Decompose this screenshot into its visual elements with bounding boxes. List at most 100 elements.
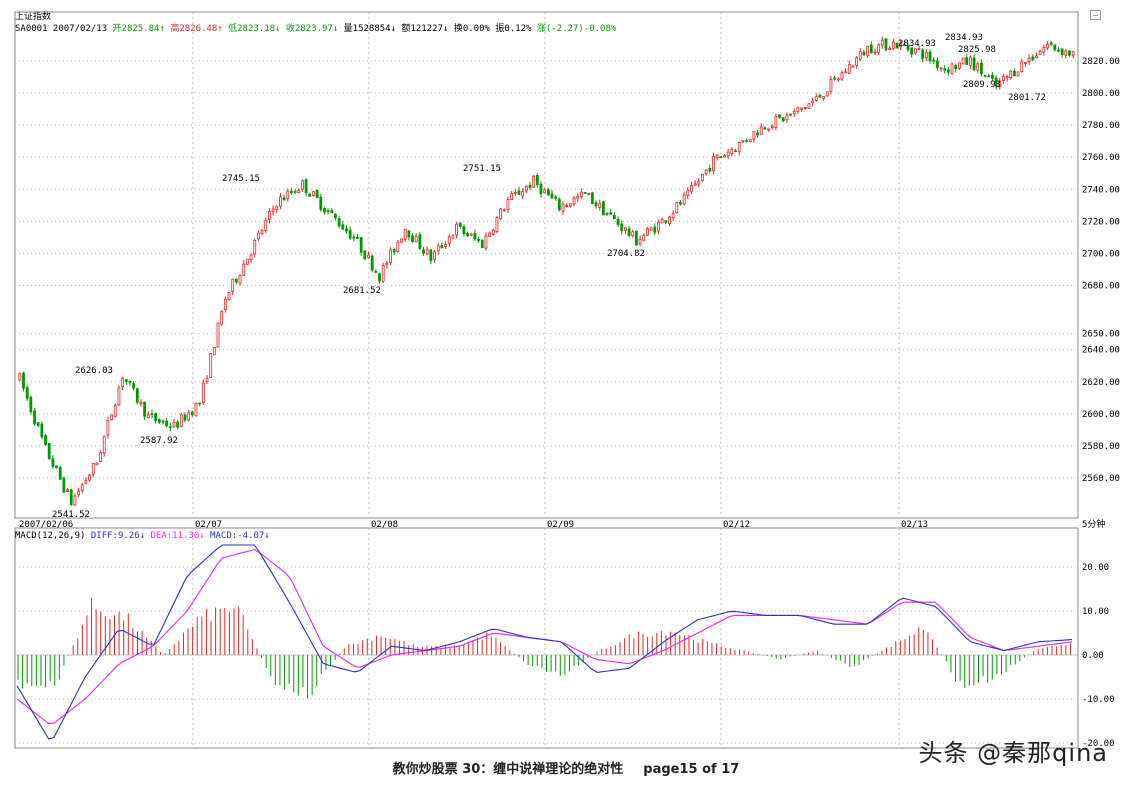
candle-body [190,411,194,416]
candle-body [124,379,128,382]
candle-body [315,189,319,199]
candle-body [370,255,374,271]
candle-body [957,62,961,69]
candle-body [323,208,326,213]
candle-body [818,94,822,98]
candle-body [939,67,943,70]
candle-body [499,208,503,220]
candle-body [187,412,191,421]
candle-body [579,191,583,197]
page-footer: 教你炒股票 30：缠中说禅理论的绝对性 page15 of 17 [392,762,740,777]
index-name: 上证指数 [15,12,52,22]
candle-body [205,377,209,382]
candle-body [201,382,205,403]
candle-body [168,426,172,429]
candle-body [594,202,598,207]
candle-body [132,383,136,389]
candle-body [480,239,484,248]
candle-body [928,51,932,62]
candle-body [55,465,58,468]
candle-body [341,224,345,230]
candle-body [741,140,745,143]
candle-body [337,218,341,227]
candle-body [466,233,469,237]
candle-body [668,216,671,224]
candle-body [117,387,121,406]
candle-body [165,420,169,427]
dea-value: DEA:11.30↓ [150,531,205,541]
candle-body [682,194,686,205]
price-annotation: 2541.52 [52,510,90,520]
candle-body [1046,43,1049,49]
minimize-icon[interactable] [1090,10,1101,20]
candle-body [1057,49,1060,52]
macd-tick-label: 10.00 [1082,607,1109,617]
candle-body [767,128,770,131]
candle-body [91,463,95,475]
candle-body [1049,42,1053,45]
candle-body [194,403,198,417]
candle-body [99,452,102,462]
candle-body [624,227,627,231]
date-label: 02/07 [195,520,222,530]
candle-body [572,197,576,205]
candle-body [264,219,268,231]
candle-body [1042,47,1046,53]
candle-body [524,185,528,192]
candle-body [84,479,88,484]
candle-body [1068,50,1071,56]
candle-body [121,377,124,388]
candle-body [708,168,712,172]
candle-body [1016,71,1020,77]
candle-body [546,189,550,196]
candle-body [458,222,462,227]
candle-body [792,110,796,114]
macd-frame [14,527,1079,749]
candle-body [924,52,928,59]
candle-body [954,65,958,69]
candle-body [991,74,994,79]
candle-body [238,275,242,284]
candle-body [18,373,22,381]
candle-body [367,254,370,258]
candle-body [62,477,66,493]
candle-body [436,245,440,252]
candle-body [535,175,539,186]
candle-body [403,229,407,240]
candle-body [756,132,759,136]
candle-body [1038,50,1042,55]
price-annotation: 2626.03 [75,366,113,376]
turnover-value: 换0.00% [453,24,490,34]
candle-body [653,226,657,233]
candle-body [950,63,954,75]
candle-body [601,201,605,216]
candle-body [143,401,147,417]
candle-body [649,227,653,231]
candle-body [803,107,807,109]
candle-body [392,248,396,253]
candle-body [880,39,884,46]
candle-body [888,47,892,50]
candle-body [568,203,572,207]
candle-body [1053,44,1057,51]
candle-body [899,42,903,48]
candle-body [319,196,323,210]
candle-body [1064,50,1068,56]
candle-body [348,229,352,239]
candle-body [279,196,282,207]
price-tick-label: 2600.00 [1082,410,1120,420]
candle-body [400,238,403,243]
candle-body [396,241,400,252]
candle-body [734,150,737,153]
candle-body [576,195,580,199]
candle-body [495,217,499,232]
candle-body [660,218,664,224]
price-annotation: 2704.82 [607,249,645,259]
candle-body [172,422,176,428]
candle-body [891,41,895,49]
candle-body [484,235,488,249]
candle-body [719,156,723,158]
candle-body [51,458,55,467]
candle-body [135,388,139,403]
price-annotation: 2834.93 [945,33,983,43]
